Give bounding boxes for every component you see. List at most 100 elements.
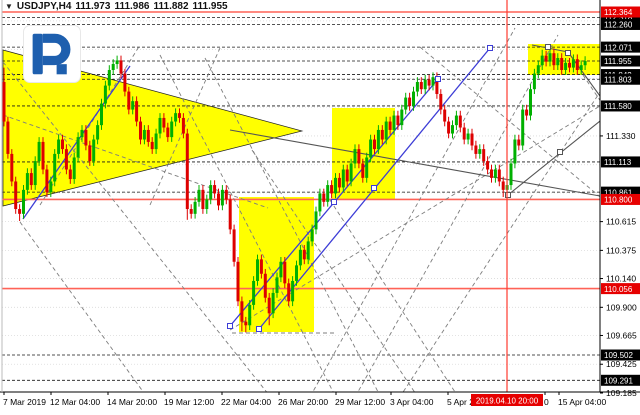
x-tick-label: 12 Mar 04:00: [50, 397, 100, 407]
y-axis-labels[interactable]: 111.330 110.615 110.375 110.140 109.900 109.6…: [600, 6, 640, 399]
line-endpoint-marker: [371, 185, 377, 191]
candle-body: [80, 129, 84, 138]
candle-body: [373, 139, 376, 150]
candle-body: [544, 55, 548, 62]
candle-body: [181, 117, 185, 134]
candle-body: [415, 81, 419, 92]
candle-body: [482, 149, 486, 162]
candle-body: [490, 169, 493, 178]
candle-body: [427, 79, 431, 86]
candle-body: [162, 117, 166, 128]
y-tick-label: 110.140: [606, 274, 636, 284]
candle-body: [447, 121, 451, 134]
candle-body: [404, 97, 408, 110]
forecast-line: [229, 129, 600, 197]
target-price-badge-bg: [601, 6, 640, 18]
x-tick-label: 0: [544, 397, 549, 407]
candle-body: [540, 55, 544, 66]
candle-body: [33, 161, 37, 186]
dashed-trendline: [357, 34, 559, 392]
candle-body: [240, 301, 244, 322]
candle-body: [466, 133, 470, 140]
candle-body: [61, 139, 64, 150]
symbol-dropdown-icon[interactable]: ▼: [5, 2, 13, 11]
candle-body: [322, 193, 326, 202]
dashed-trendline: [582, 74, 600, 102]
candle-body: [92, 139, 96, 162]
level-price-badge: 112.318: [604, 14, 633, 23]
candle-body: [583, 61, 587, 66]
candlesticks: [2, 47, 587, 333]
target-price-badge: 110.800: [604, 196, 633, 205]
candle-body: [263, 273, 267, 298]
level-price-badge: 112.071: [604, 43, 633, 52]
candle-body: [174, 113, 178, 122]
candle-body: [412, 91, 415, 106]
dashed-trendline: [251, 149, 416, 392]
candle-body: [236, 261, 240, 302]
candle-body: [6, 121, 10, 154]
time-cursor-badge: 2019.04.10 20:00: [476, 397, 539, 406]
candle-body: [295, 265, 298, 281]
candle-body: [45, 169, 49, 193]
ohlc-low: 111.882: [153, 1, 189, 12]
x-tick-label: 5 Apr 20:00: [447, 397, 491, 407]
candle-body: [529, 89, 532, 116]
candle-body: [185, 133, 189, 210]
candle-body: [435, 77, 439, 94]
candle-body: [18, 209, 22, 214]
candle-body: [107, 70, 111, 86]
candle-body: [431, 77, 435, 86]
candle-body: [209, 185, 213, 200]
candle-body: [451, 125, 454, 134]
candle-body: [552, 53, 556, 66]
candle-body: [158, 117, 162, 134]
candle-body: [517, 139, 521, 146]
candle-body: [189, 209, 193, 214]
level-price-badge: 110.861: [604, 188, 633, 197]
candle-body: [568, 62, 571, 68]
candle-body: [314, 211, 318, 230]
candle-body: [150, 141, 154, 150]
candle-body: [454, 115, 458, 126]
dashed-trendline: [419, 46, 600, 198]
candle-body: [205, 199, 209, 210]
target-level-lines: [2, 11, 600, 290]
candle-body: [267, 297, 271, 314]
level-price-badge-bg: [601, 349, 640, 361]
candle-body: [252, 280, 256, 305]
line-markers: [227, 44, 571, 332]
candle-body: [127, 91, 131, 110]
candle-body: [400, 109, 404, 126]
candle-body: [154, 133, 158, 150]
dashed-trendline: [39, 44, 141, 206]
candle-body: [72, 157, 76, 180]
broker-r-icon: [32, 33, 71, 75]
candle-body: [279, 261, 283, 278]
level-price-badge-bg: [601, 12, 640, 24]
dashed-trendline: [329, 199, 456, 392]
level-price-badge: 111.580: [604, 102, 632, 111]
candle-body: [193, 201, 197, 214]
candle-body: [84, 129, 88, 146]
candle-body: [536, 65, 540, 74]
level-price-badge: 112.260: [604, 21, 633, 30]
candle-body: [571, 59, 575, 68]
y-tick-label: 109.185: [606, 388, 637, 398]
candle-body: [361, 163, 365, 178]
candle-body: [64, 149, 68, 170]
candle-body: [232, 229, 236, 262]
x-axis-labels[interactable]: 7 Mar 2019 12 Mar 04:00 14 Mar 20:00 19 Mar…: [3, 392, 606, 407]
candle-body: [439, 93, 443, 110]
candle-body: [575, 59, 579, 71]
candle-body: [100, 103, 103, 126]
candle-body: [486, 161, 490, 170]
candle-body: [10, 153, 14, 182]
candle-body: [493, 169, 497, 178]
candle-body: [302, 249, 306, 260]
line-endpoint-marker: [545, 44, 551, 50]
candle-body: [474, 145, 478, 154]
target-price-badge: 110.056: [604, 285, 633, 294]
